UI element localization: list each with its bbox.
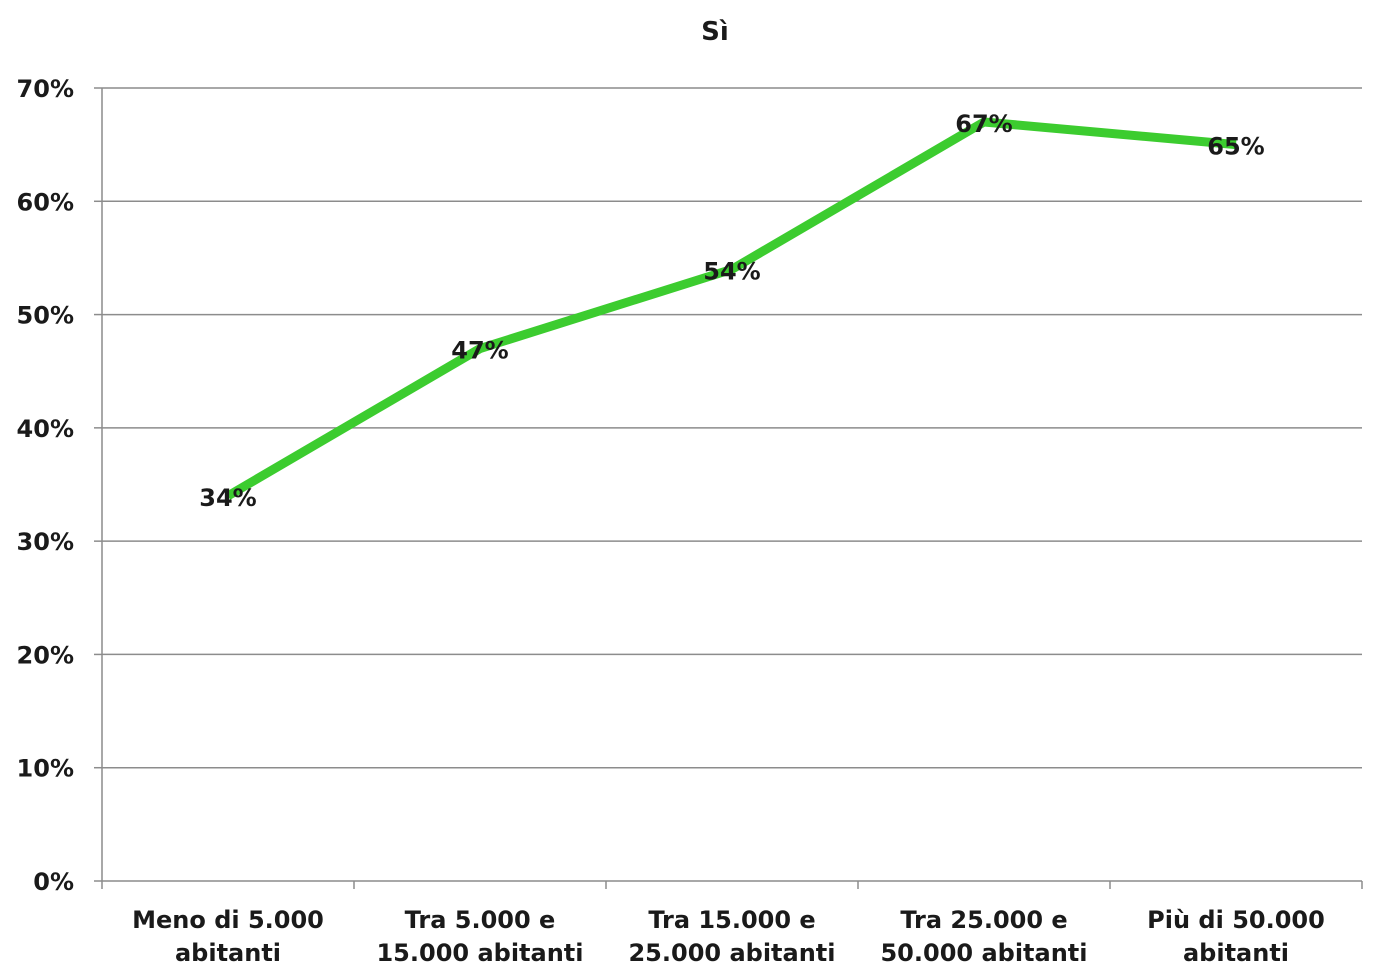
x-tick-label-line: Tra 15.000 e [648, 906, 815, 934]
x-tick-label: Tra 15.000 e 25.000 abitanti [628, 906, 835, 967]
x-tick-label: Più di 50.000 abitanti [1147, 906, 1325, 967]
data-label: 47% [451, 337, 508, 365]
axes [94, 88, 1362, 889]
x-tick-label-line: Più di 50.000 [1147, 906, 1325, 934]
y-tick-label: 70% [17, 75, 74, 103]
x-tick-label-line: abitanti [1183, 939, 1289, 967]
x-tick-label-line: Tra 25.000 e [900, 906, 1067, 934]
x-tick-label-line: Meno di 5.000 [132, 906, 324, 934]
x-tick-label-line: 25.000 abitanti [628, 939, 835, 967]
data-label: 54% [703, 257, 760, 285]
y-tick-label: 50% [17, 302, 74, 330]
y-tick-label: 30% [17, 528, 74, 556]
x-tick-label-line: Tra 5.000 e [405, 906, 556, 934]
x-tick-label-line: 50.000 abitanti [880, 939, 1087, 967]
y-tick-label: 40% [17, 415, 74, 443]
y-axis-tick-labels: 0% 10% 20% 30% 40% 50% 60% 70% [17, 75, 74, 896]
x-tick-label-line: 15.000 abitanti [376, 939, 583, 967]
y-tick-label: 0% [33, 868, 74, 896]
data-labels: 34% 47% 54% 67% 65% [199, 110, 1264, 512]
data-label: 34% [199, 484, 256, 512]
y-tick-label: 20% [17, 641, 74, 669]
x-axis-tick-labels: Meno di 5.000 abitanti Tra 5.000 e 15.000 a… [132, 906, 1325, 967]
x-tick-label: Tra 25.000 e 50.000 abitanti [880, 906, 1087, 967]
chart-title: Sì [701, 17, 729, 47]
x-tick-label: Tra 5.000 e 15.000 abitanti [376, 906, 583, 967]
series-line [228, 122, 1236, 496]
gridlines [102, 88, 1362, 768]
y-tick-label: 60% [17, 188, 74, 216]
data-label: 65% [1207, 133, 1264, 161]
y-tick-label: 10% [17, 755, 74, 783]
data-label: 67% [955, 110, 1012, 138]
x-tick-label-line: abitanti [175, 939, 281, 967]
x-tick-label: Meno di 5.000 abitanti [132, 906, 324, 967]
series-layer [228, 122, 1236, 496]
